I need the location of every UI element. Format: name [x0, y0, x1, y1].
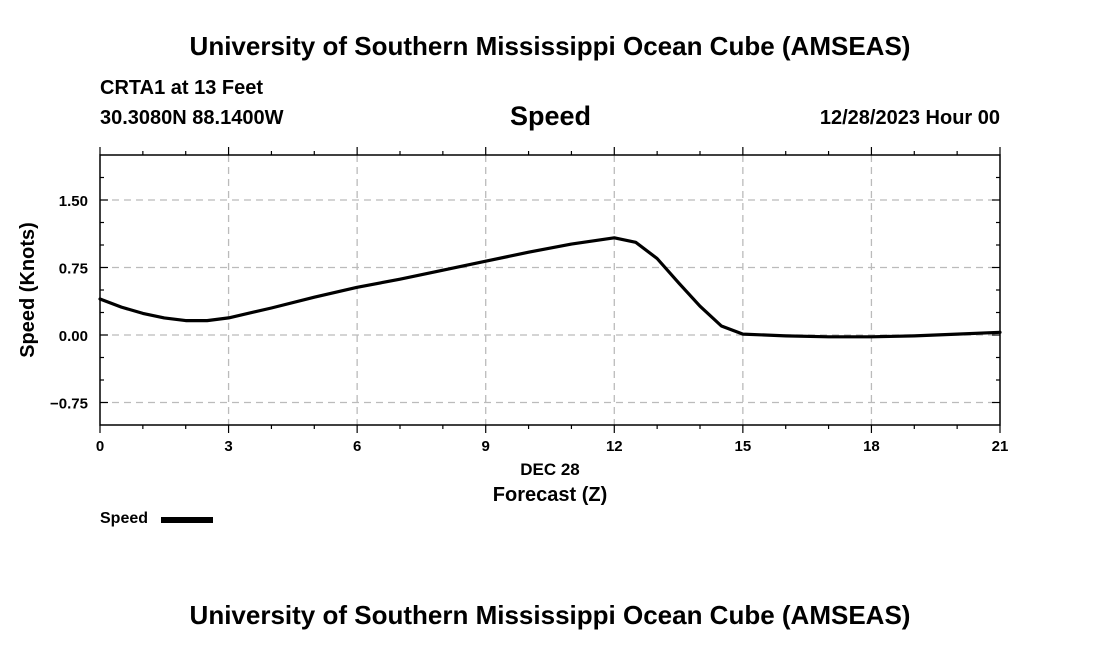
x-tick-label: 12: [606, 438, 623, 455]
y-tick-label: 1.50: [59, 193, 88, 210]
y-tick-label: 0.00: [59, 328, 88, 345]
station-label: CRTA1 at 13 Feet: [100, 77, 264, 99]
x-tick-label: 18: [863, 438, 880, 455]
x-tick-label: 6: [353, 438, 361, 455]
y-tick-label: 0.75: [59, 261, 88, 278]
x-tick-label: 3: [224, 438, 232, 455]
x-tick-label: 15: [735, 438, 752, 455]
y-tick-label: −0.75: [50, 396, 88, 413]
station-coordinates: 30.3080N 88.1400W: [100, 107, 284, 129]
x-tick-label: 0: [96, 438, 104, 455]
chart-title-top: University of Southern Mississippi Ocean…: [189, 31, 911, 61]
y-axis-title: Speed (Knots): [17, 222, 39, 358]
legend-line-swatch: [161, 517, 213, 523]
x-tick-label: 21: [992, 438, 1009, 455]
forecast-datetime: 12/28/2023 Hour 00: [819, 107, 1000, 129]
legend-label: Speed: [100, 510, 149, 527]
variable-title: Speed: [510, 101, 592, 131]
chart-title-bottom: University of Southern Mississippi Ocean…: [189, 600, 911, 630]
speed-series-line: [98, 236, 1002, 339]
x-axis-title: Forecast (Z): [493, 484, 607, 506]
plot-frame: [99, 154, 1001, 426]
x-date-label: DEC 28: [520, 460, 580, 479]
x-tick-label: 9: [482, 438, 490, 455]
